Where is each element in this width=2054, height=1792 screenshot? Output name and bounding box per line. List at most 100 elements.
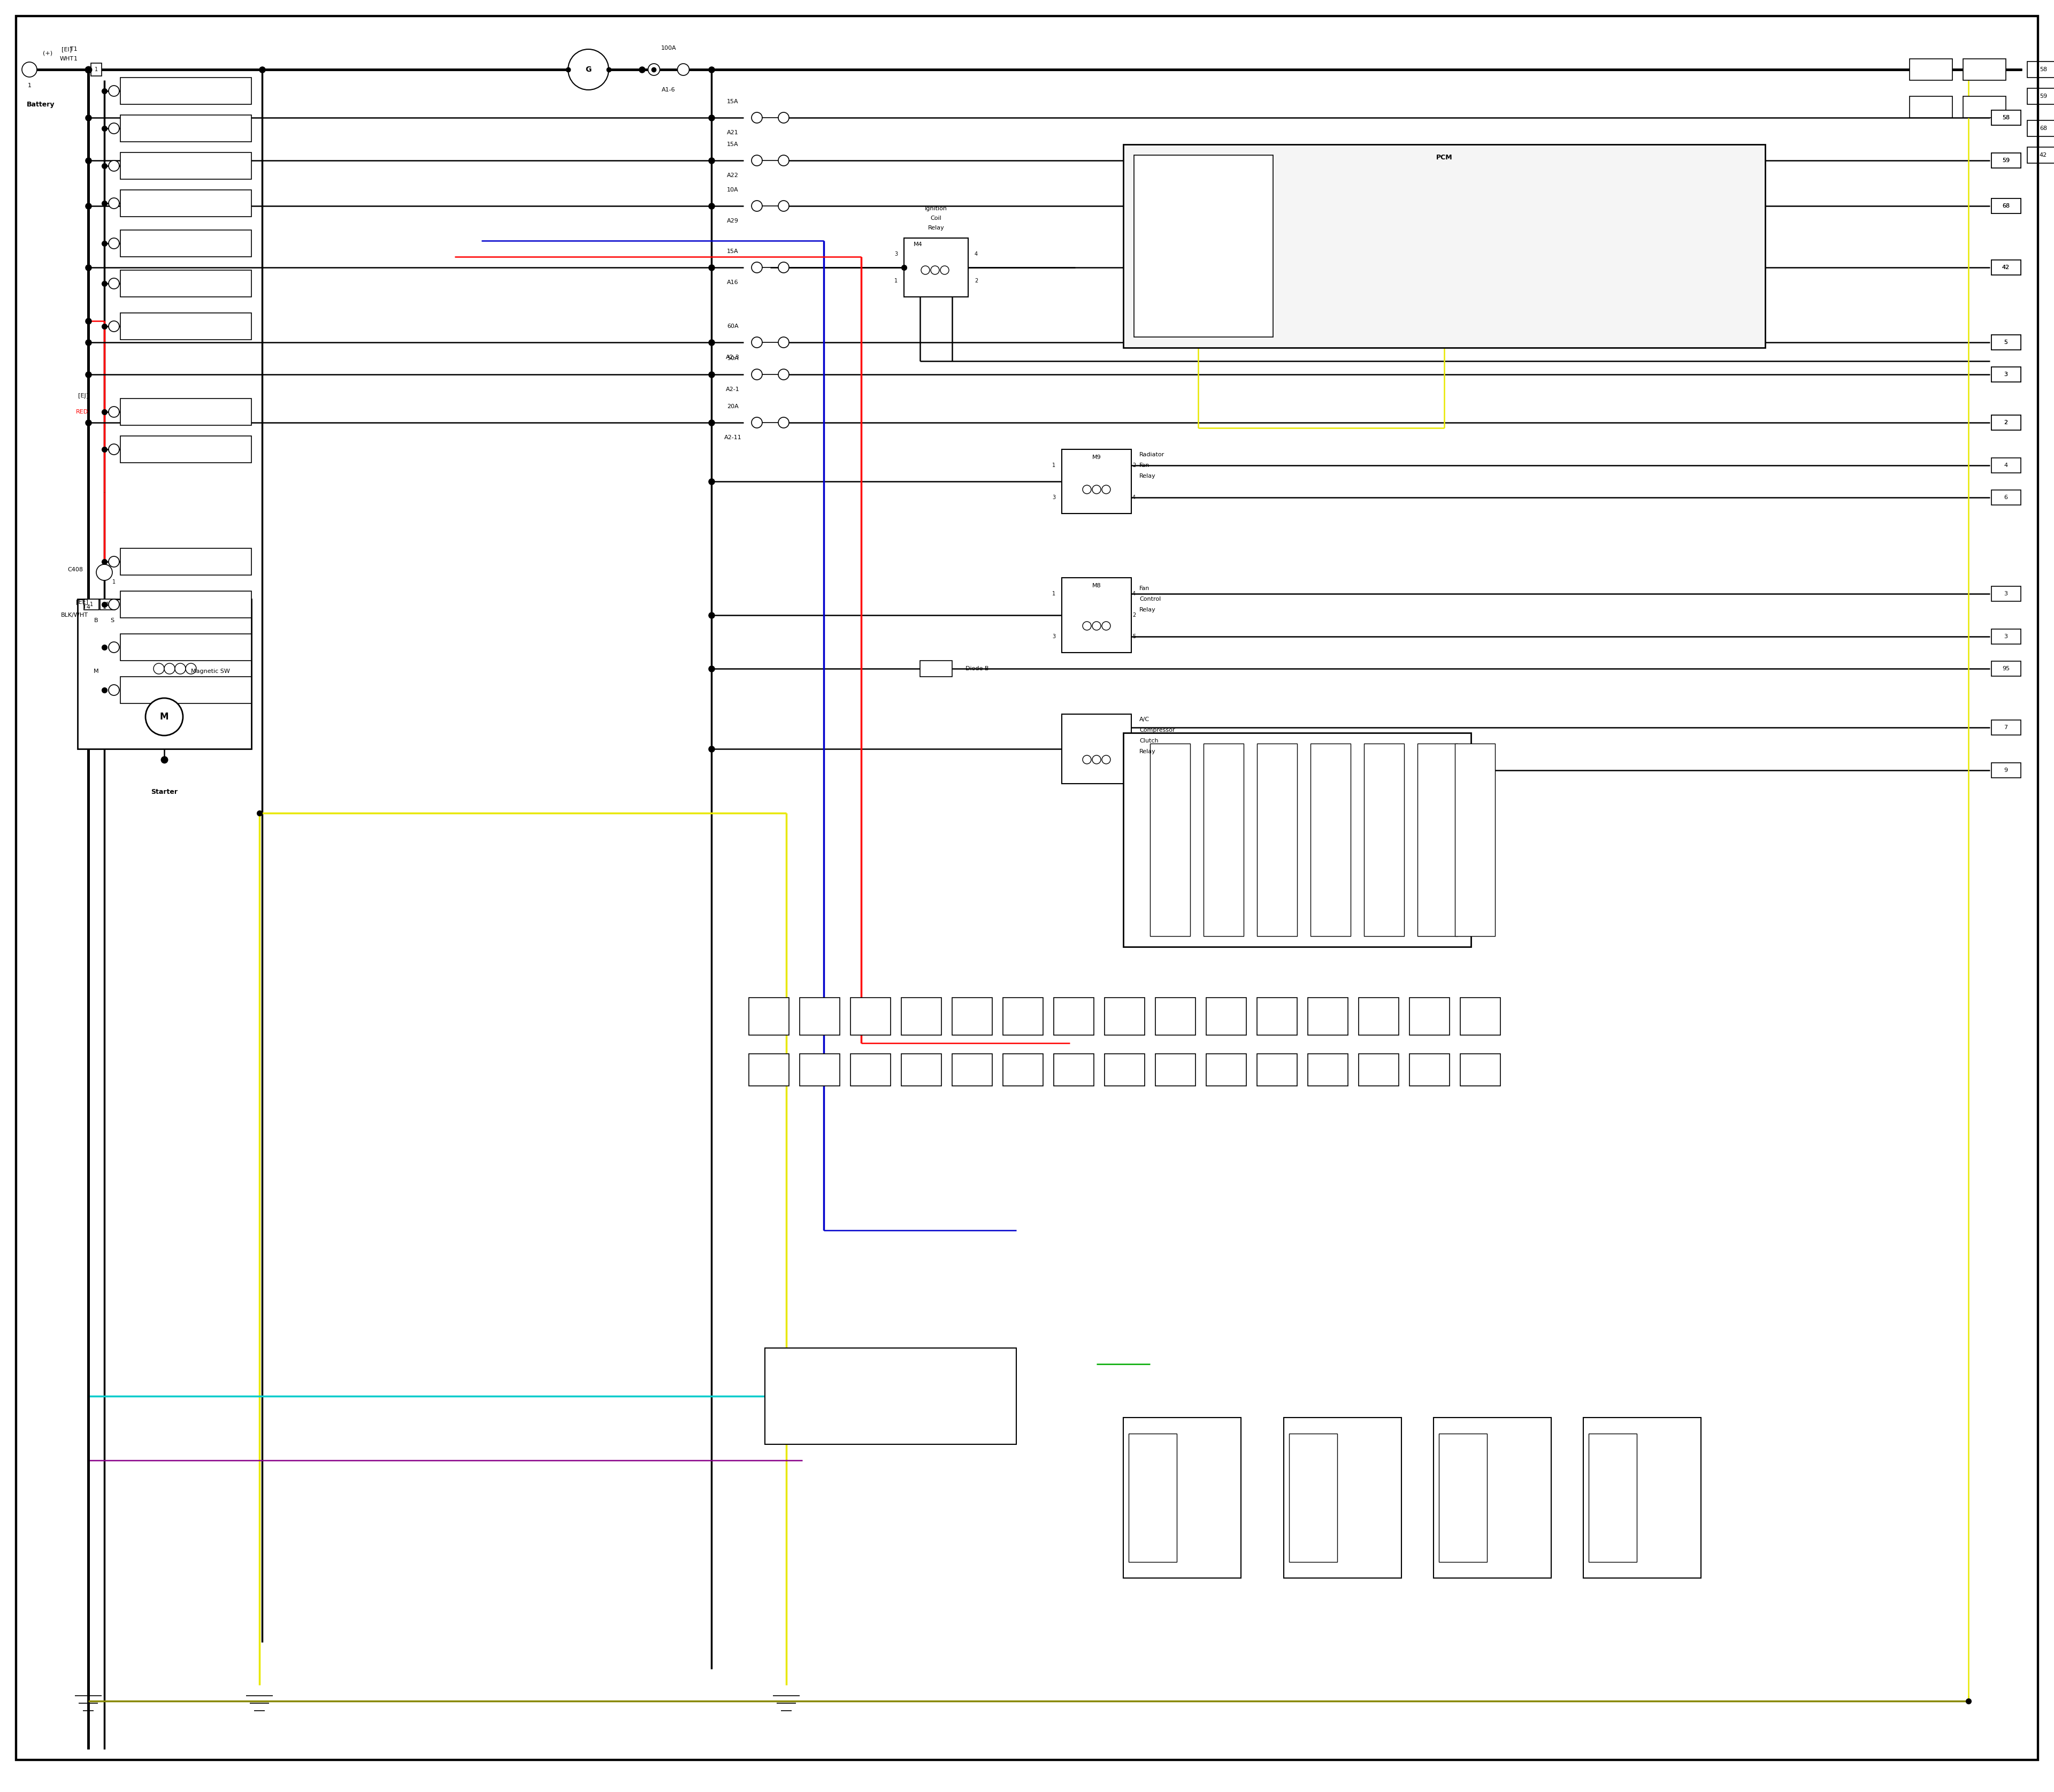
Text: A2-3: A2-3 [725, 355, 739, 360]
Text: 42: 42 [2040, 152, 2048, 158]
Bar [1990, 260, 2021, 274]
Bar [121, 677, 251, 704]
Text: 15A: 15A [727, 142, 739, 147]
Bar [1257, 998, 1298, 1036]
Bar [121, 115, 251, 142]
Text: A2-11: A2-11 [725, 435, 741, 441]
Text: 59: 59 [2040, 93, 2048, 99]
Circle shape [752, 262, 762, 272]
Text: 5: 5 [2005, 340, 2007, 346]
Text: 59: 59 [2003, 158, 2009, 163]
Bar [1409, 998, 1450, 1036]
Text: 1: 1 [893, 278, 898, 283]
Bar [1588, 1434, 1637, 1563]
Text: (+): (+) [43, 50, 53, 56]
Text: Relay: Relay [1140, 473, 1156, 478]
Text: 3: 3 [2005, 591, 2007, 597]
Text: 58: 58 [2003, 115, 2009, 120]
Bar [1290, 1434, 1337, 1563]
Circle shape [185, 663, 197, 674]
Text: Control: Control [1140, 597, 1161, 602]
Text: A21: A21 [727, 131, 739, 136]
Bar [1124, 145, 1764, 348]
Text: 7: 7 [2005, 724, 2007, 729]
Bar [1204, 744, 1243, 935]
Circle shape [752, 201, 762, 211]
Text: 60A: 60A [727, 324, 739, 330]
Bar [1105, 1054, 1144, 1086]
Bar [1990, 459, 2021, 473]
Circle shape [109, 86, 119, 97]
Circle shape [109, 407, 119, 418]
Text: 59: 59 [2003, 158, 2009, 163]
Bar [1434, 1417, 1551, 1579]
Circle shape [752, 337, 762, 348]
Bar [1409, 1054, 1450, 1086]
Circle shape [778, 418, 789, 428]
Circle shape [23, 63, 37, 77]
Text: 4: 4 [974, 251, 978, 256]
Text: 3: 3 [2005, 371, 2007, 376]
Circle shape [1093, 486, 1101, 495]
Circle shape [109, 278, 119, 289]
Bar [121, 398, 251, 425]
Text: [EJ]: [EJ] [78, 392, 88, 398]
Text: 58: 58 [2003, 115, 2009, 120]
Text: 2: 2 [2005, 419, 2007, 425]
Bar [121, 634, 251, 661]
Circle shape [154, 663, 164, 674]
Bar [953, 998, 992, 1036]
Text: M4: M4 [914, 242, 922, 247]
Text: 1: 1 [90, 602, 92, 607]
Text: G: G [585, 66, 592, 73]
Circle shape [1082, 486, 1091, 495]
Text: 1: 1 [94, 66, 99, 72]
Bar [1134, 156, 1273, 337]
Bar [1990, 152, 2021, 168]
Text: 1: 1 [107, 602, 109, 607]
Bar [1990, 720, 2021, 735]
Text: 42: 42 [2003, 265, 2009, 271]
Bar [1990, 199, 2021, 213]
Text: M: M [94, 668, 99, 674]
Bar [750, 998, 789, 1036]
Bar [1054, 1054, 1095, 1086]
Circle shape [752, 369, 762, 380]
Bar [1990, 661, 2021, 676]
Circle shape [109, 599, 119, 609]
Text: 1: 1 [1052, 462, 1056, 468]
Bar [121, 229, 251, 256]
Text: 2: 2 [1132, 462, 1136, 468]
Bar [1460, 998, 1499, 1036]
Circle shape [752, 113, 762, 124]
Bar [121, 435, 251, 462]
Circle shape [175, 663, 185, 674]
Bar [121, 152, 251, 179]
Text: 5: 5 [1132, 634, 1136, 640]
Text: Coil: Coil [930, 215, 941, 220]
Text: 68: 68 [2003, 202, 2009, 208]
Bar [1257, 1054, 1298, 1086]
Bar [1128, 1434, 1177, 1563]
Text: M9: M9 [1093, 455, 1101, 461]
Bar [1308, 1054, 1347, 1086]
Text: 1: 1 [27, 82, 31, 88]
Circle shape [109, 642, 119, 652]
Text: Relay: Relay [1140, 749, 1156, 754]
Bar [1062, 450, 1132, 514]
Bar [1990, 416, 2021, 430]
Bar [1364, 744, 1405, 935]
Text: Relay: Relay [1140, 607, 1156, 613]
Text: 1: 1 [1052, 591, 1056, 597]
Bar [121, 591, 251, 618]
Text: M8: M8 [1093, 582, 1101, 588]
Text: 15A: 15A [727, 249, 739, 254]
Bar [1990, 199, 2021, 213]
Circle shape [1101, 754, 1111, 763]
Circle shape [778, 262, 789, 272]
Circle shape [109, 321, 119, 332]
Bar [920, 661, 953, 677]
Bar [1062, 577, 1132, 652]
Text: Clutch: Clutch [1140, 738, 1158, 744]
Bar [1105, 998, 1144, 1036]
